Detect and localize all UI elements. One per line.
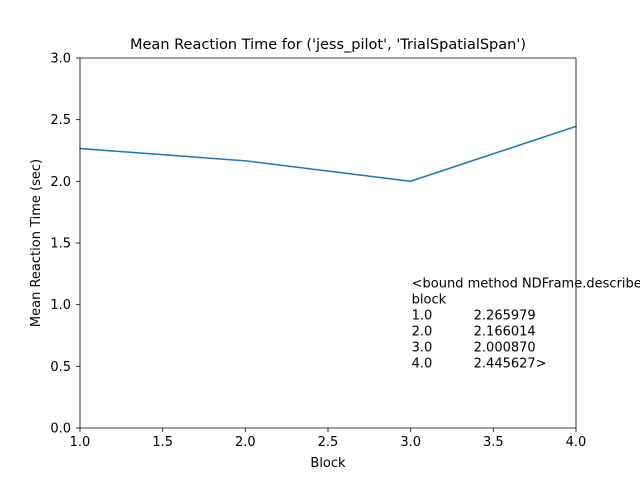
annotation-line: block (412, 293, 447, 308)
y-tick-label: 1.5 (50, 237, 71, 252)
annotation-line: 3.0 2.000870 (412, 341, 536, 356)
plot-area (79, 57, 577, 429)
annotation-line: 4.0 2.445627> (412, 357, 547, 372)
y-axis-label: Mean Reaction Time (sec) (29, 159, 44, 327)
annotation-line: 1.0 2.265979 (412, 309, 536, 324)
y-tick-label: 2.5 (50, 113, 71, 128)
x-tick-label: 3.0 (400, 435, 421, 450)
series-line-0 (79, 125, 577, 182)
y-tick-label: 3.0 (50, 52, 71, 67)
x-tick-label: 2.0 (235, 435, 256, 450)
annotation-line: <bound method NDFrame.describe (412, 277, 640, 292)
x-tick-label: 1.5 (152, 435, 173, 450)
annotation-line: 2.0 2.166014 (412, 325, 536, 340)
x-tick-label: 3.5 (483, 435, 504, 450)
axis-ticks: 1.0 1.5 2.0 2.5 3.0 3.5 4.0 0.0 0.5 1.0 1.5 2.0 2.5 3… (50, 52, 586, 451)
x-tick-label: 2.5 (318, 435, 339, 450)
x-tick-label: 4.0 (566, 435, 587, 450)
y-tick-label: 0.5 (50, 360, 71, 375)
y-tick-label: 1.0 (50, 298, 71, 313)
y-tick-label: 0.0 (50, 422, 71, 437)
x-tick-label: 1.0 (70, 435, 91, 450)
chart-title: Mean Reaction Time for ('jess_pilot', 'T… (130, 37, 526, 53)
y-tick-label: 2.0 (50, 175, 71, 190)
x-axis-label: Block (310, 456, 346, 471)
